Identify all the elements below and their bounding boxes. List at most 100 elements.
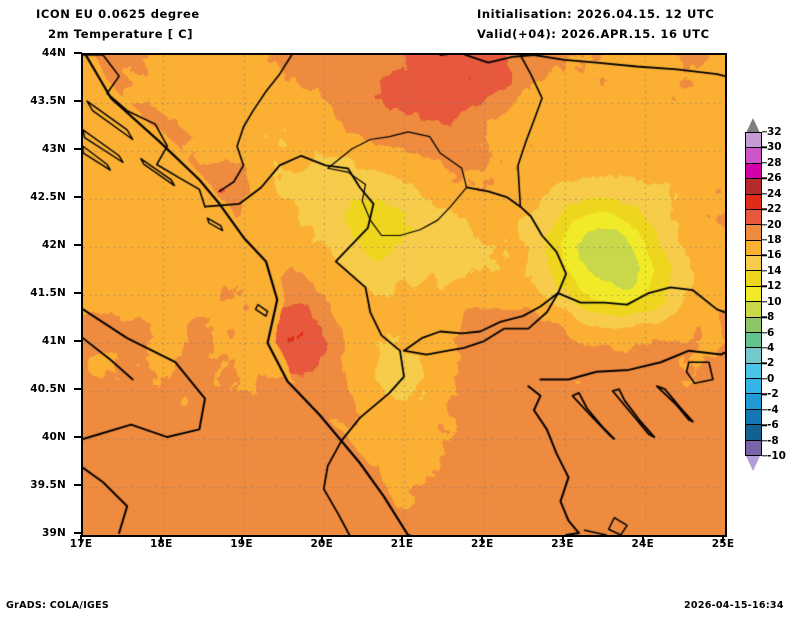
model-title: ICON EU 0.0625 degree <box>36 7 200 21</box>
colorbar-tick-label: 26 <box>767 172 782 185</box>
latitude-tick-label: 41.5N <box>30 287 66 299</box>
valid-time: Valid(+04): 2026.APR.15. 16 UTC <box>477 27 710 41</box>
triangle-up-icon <box>746 118 760 133</box>
colorbar-tick-label: 22 <box>767 203 782 216</box>
colorbar-tick-label: 24 <box>767 187 782 200</box>
colorbar-band <box>746 240 761 256</box>
colorbar-band <box>746 194 761 210</box>
colorbar-tick-label: 4 <box>767 342 775 354</box>
colorbar-band <box>746 348 761 364</box>
temperature-colorbar[interactable]: 32 30 28 26 24 22 20 18 16 14 12 10 8 6 4 2 0 -2 -4 -6 -8 -10 <box>745 118 786 471</box>
colorbar-tick-label: -8 <box>767 434 779 447</box>
longitude-tick-label: 24E <box>631 538 654 550</box>
colorbar-tick-label: 0 <box>767 372 775 385</box>
colorbar-tick-mark <box>762 131 767 133</box>
longitude-tick-label: 22E <box>471 538 494 550</box>
colorbar-band <box>746 302 761 318</box>
longitude-tick-label: 21E <box>390 538 414 550</box>
colorbar-tick-mark <box>762 393 767 395</box>
latitude-tick-label: 40N <box>42 431 66 443</box>
colorbar-tick-mark <box>762 270 767 272</box>
latitude-tick-label: 41N <box>42 335 66 347</box>
longitude-tick-label: 18E <box>150 538 173 550</box>
colorbar-band <box>746 409 761 426</box>
latitude-tick-mark <box>74 340 82 342</box>
colorbar-band <box>746 179 761 195</box>
colorbar-band <box>746 163 761 180</box>
colorbar-tick-mark <box>762 162 767 164</box>
latitude-tick-label: 40.5N <box>30 383 66 395</box>
colorbar-band <box>746 425 761 441</box>
colorbar-tick-mark <box>762 424 767 426</box>
colorbar-band <box>746 133 761 149</box>
longitude-tick-mark <box>240 535 243 543</box>
colorbar-tick-label: 2 <box>767 357 775 370</box>
colorbar-tick-mark <box>762 347 767 349</box>
colorbar-tick-label: -4 <box>767 403 779 416</box>
latitude-tick-mark <box>74 196 82 198</box>
colorbar-tick-label: 18 <box>767 234 782 246</box>
longitude-tick-mark <box>80 535 82 543</box>
latitude-tick-mark <box>74 532 82 534</box>
initialisation-time: Initialisation: 2026.04.15. 12 UTC <box>477 7 715 21</box>
colorbar-tick-mark <box>762 177 767 179</box>
colorbar-bands <box>745 132 762 456</box>
longitude-tick-label: 23E <box>551 538 574 550</box>
latitude-tick-label: 39N <box>42 527 66 539</box>
colorbar-tick-mark <box>762 285 767 287</box>
colorbar-band <box>746 379 761 395</box>
colorbar-band <box>746 271 761 287</box>
latitude-tick-mark <box>74 100 82 102</box>
colorbar-tick-label: 14 <box>767 264 782 277</box>
longitude-tick-label: 20E <box>310 538 333 550</box>
colorbar-tick-mark <box>762 301 767 303</box>
colorbar-tick-mark <box>762 409 767 411</box>
colorbar-tick-mark <box>762 254 767 257</box>
colorbar-tick-mark <box>762 439 767 442</box>
latitude-tick-mark <box>74 52 82 54</box>
colorbar-band <box>746 286 761 303</box>
temperature-field-canvas <box>83 55 725 535</box>
colorbar-band <box>746 148 761 164</box>
latitude-tick-label: 39.5N <box>30 479 66 491</box>
colorbar-band <box>746 317 761 333</box>
latitude-tick-mark <box>74 484 82 486</box>
longitude-tick-mark <box>561 535 564 543</box>
map-plot-area[interactable] <box>81 53 727 537</box>
colorbar-tick-mark <box>762 223 767 226</box>
colorbar-tick-mark <box>762 146 767 149</box>
longitude-tick-mark <box>160 535 163 543</box>
latitude-tick-label: 42N <box>42 239 66 251</box>
longitude-tick-mark <box>401 535 403 543</box>
longitude-tick-mark <box>481 535 484 543</box>
latitude-tick-mark <box>74 148 82 150</box>
latitude-tick-label: 44N <box>42 47 66 59</box>
colorbar-tick-label: 8 <box>767 311 775 324</box>
software-credit: GrADS: COLA/IGES <box>6 600 110 611</box>
colorbar-tick-label: 12 <box>767 280 782 293</box>
longitude-tick-mark <box>722 535 724 543</box>
longitude-tick-label: 19E <box>230 538 253 550</box>
latitude-tick-mark <box>74 292 82 294</box>
colorbar-tick-label: -10 <box>767 450 786 462</box>
field-title: 2m Temperature [ C] <box>48 27 194 41</box>
longitude-tick-mark <box>320 535 323 543</box>
colorbar-band <box>746 394 761 410</box>
latitude-tick-mark <box>74 388 82 390</box>
colorbar-tick-mark <box>762 362 767 365</box>
colorbar-band <box>746 209 761 226</box>
colorbar-tick-label: 20 <box>767 218 782 231</box>
latitude-tick-label: 43.5N <box>30 95 66 107</box>
colorbar-tick-mark <box>762 208 767 210</box>
colorbar-band <box>746 225 761 241</box>
colorbar-band <box>746 363 761 379</box>
render-stamp: 2026-04-15-16:34 <box>684 600 784 611</box>
latitude-tick-label: 42.5N <box>30 191 66 203</box>
triangle-down-icon <box>746 456 760 471</box>
latitude-tick-mark <box>74 436 82 438</box>
colorbar-tick-label: 6 <box>767 326 775 339</box>
colorbar-tick-mark <box>762 378 767 380</box>
colorbar-tick-mark <box>762 193 767 195</box>
latitude-tick-mark <box>74 244 82 246</box>
